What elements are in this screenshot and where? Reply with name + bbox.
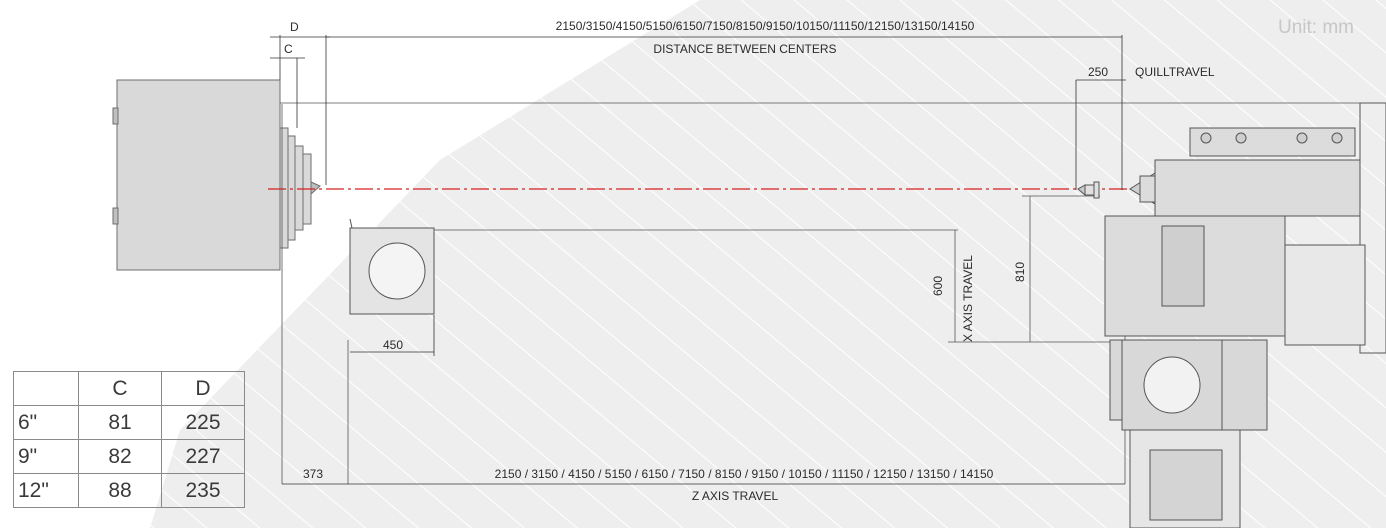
dim-quill-value: 250 [1088, 65, 1108, 79]
table-cell: 235 [161, 473, 245, 508]
dim-distance-values: 2150/3150/4150/5150/6150/7150/8150/9150/… [556, 19, 975, 33]
dim-x-travel-label: X AXIS TRAVEL [961, 255, 975, 342]
table-row: 9" 82 227 [13, 439, 245, 474]
table-cell: 225 [161, 405, 245, 440]
table-header-row: C D [13, 371, 245, 406]
table-cell: 88 [78, 473, 162, 508]
table-header-cell [13, 371, 79, 406]
unit-label: Unit: mm [1278, 17, 1354, 38]
dim-x-travel-810: 810 [1013, 262, 1027, 282]
worktable [349, 218, 435, 315]
dim-table-width: 450 [383, 338, 403, 352]
table-cell: 12" [13, 473, 79, 508]
dim-c: C [284, 42, 293, 56]
dim-d: D [290, 20, 299, 34]
tailstock-assembly [1104, 102, 1386, 354]
table-cell: 9" [13, 439, 79, 474]
tailstock-quill [1077, 181, 1100, 199]
dim-z-offset: 373 [303, 467, 323, 481]
table-cell: 227 [161, 439, 245, 474]
dim-distance-label: DISTANCE BETWEEN CENTERS [653, 42, 836, 56]
table-row: 6" 81 225 [13, 405, 245, 440]
dim-x-travel-600: 600 [931, 276, 945, 296]
dimension-lines [270, 35, 1126, 485]
reference-lines [280, 102, 1386, 484]
chuck-dimension-table: C D 6" 81 225 9" 82 227 12" 88 235 [13, 371, 245, 508]
table-cell: 6" [13, 405, 79, 440]
hatched-background [150, 0, 1386, 528]
table-row: 12" 88 235 [13, 473, 245, 508]
carriage [1109, 339, 1268, 528]
dim-z-values: 2150 / 3150 / 4150 / 5150 / 6150 / 7150 … [495, 467, 994, 481]
table-cell: 82 [78, 439, 162, 474]
table-header-cell: C [78, 371, 162, 406]
dim-quill-label: QUILLTRAVEL [1135, 65, 1215, 79]
table-cell: 81 [78, 405, 162, 440]
table-header-cell: D [161, 371, 245, 406]
headstock [112, 79, 321, 271]
dim-z-label: Z AXIS TRAVEL [692, 489, 779, 503]
